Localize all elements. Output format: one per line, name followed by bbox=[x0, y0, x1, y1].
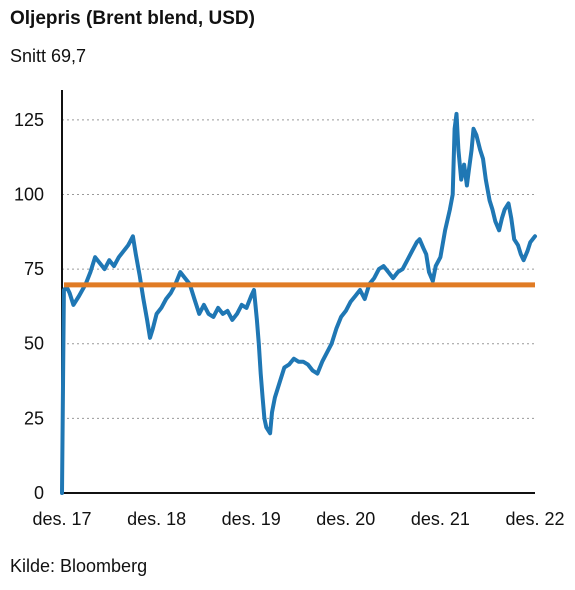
y-tick-label: 100 bbox=[14, 184, 44, 204]
axes bbox=[61, 90, 535, 494]
y-tick-label: 25 bbox=[24, 408, 44, 428]
chart-title: Oljepris (Brent blend, USD) bbox=[10, 8, 255, 29]
y-tick-label: 0 bbox=[34, 483, 44, 503]
y-tick-labels: 0 25 50 75 100 125 bbox=[14, 110, 44, 503]
x-tick-labels: des. 17 des. 18 des. 19 des. 20 des. 21 des. … bbox=[32, 509, 564, 529]
source-note: Kilde: Bloomberg bbox=[10, 556, 148, 576]
grid-lines bbox=[62, 119, 535, 419]
price-series-line bbox=[60, 111, 537, 495]
series-layer bbox=[60, 111, 537, 495]
x-tick-label: des. 17 bbox=[32, 509, 91, 529]
y-tick-label: 50 bbox=[24, 334, 44, 354]
y-tick-label: 75 bbox=[24, 259, 44, 279]
x-tick-label: des. 19 bbox=[222, 509, 281, 529]
chart-subtitle: Snitt 69,7 bbox=[10, 46, 87, 66]
y-tick-label: 125 bbox=[14, 110, 44, 130]
x-tick-label: des. 21 bbox=[411, 509, 470, 529]
x-tick-label: des. 22 bbox=[505, 509, 564, 529]
x-tick-label: des. 20 bbox=[316, 509, 375, 529]
x-tick-label: des. 18 bbox=[127, 509, 186, 529]
